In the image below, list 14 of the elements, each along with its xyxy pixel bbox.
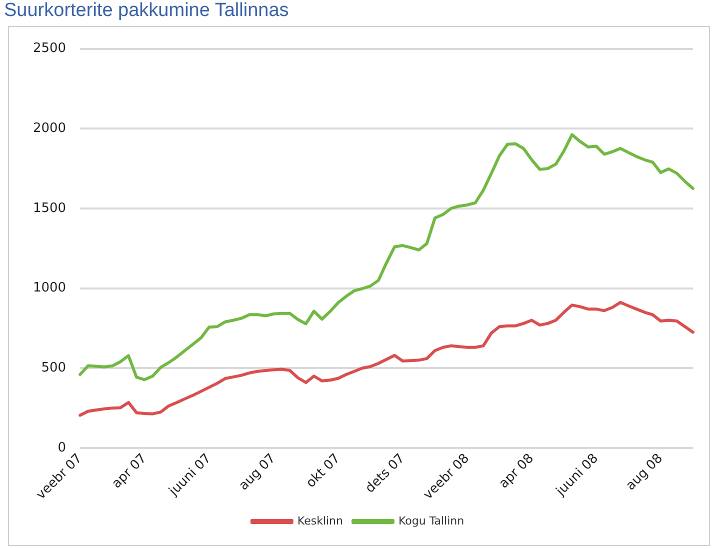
x-tick-label: okt 07 (304, 451, 344, 491)
y-tick-label: 2500 (32, 41, 66, 56)
legend-label: Kogu Tallinn (398, 514, 464, 528)
x-tick-label: aug 07 (236, 451, 279, 494)
legend-label: Kesklinn (297, 514, 344, 528)
y-tick-label: 1000 (32, 280, 66, 296)
y-tick-label: 500 (41, 360, 66, 376)
x-tick-label: apr 08 (496, 451, 537, 492)
chart-title: Suurkorterite pakkumine Tallinnas (4, 0, 289, 22)
y-tick-label: 2000 (32, 121, 66, 136)
y-tick-label: 1500 (32, 200, 66, 216)
y-tick-label: 0 (58, 440, 66, 456)
x-tick-label: apr 07 (109, 451, 150, 492)
x-tick-label: aug 08 (623, 451, 666, 494)
